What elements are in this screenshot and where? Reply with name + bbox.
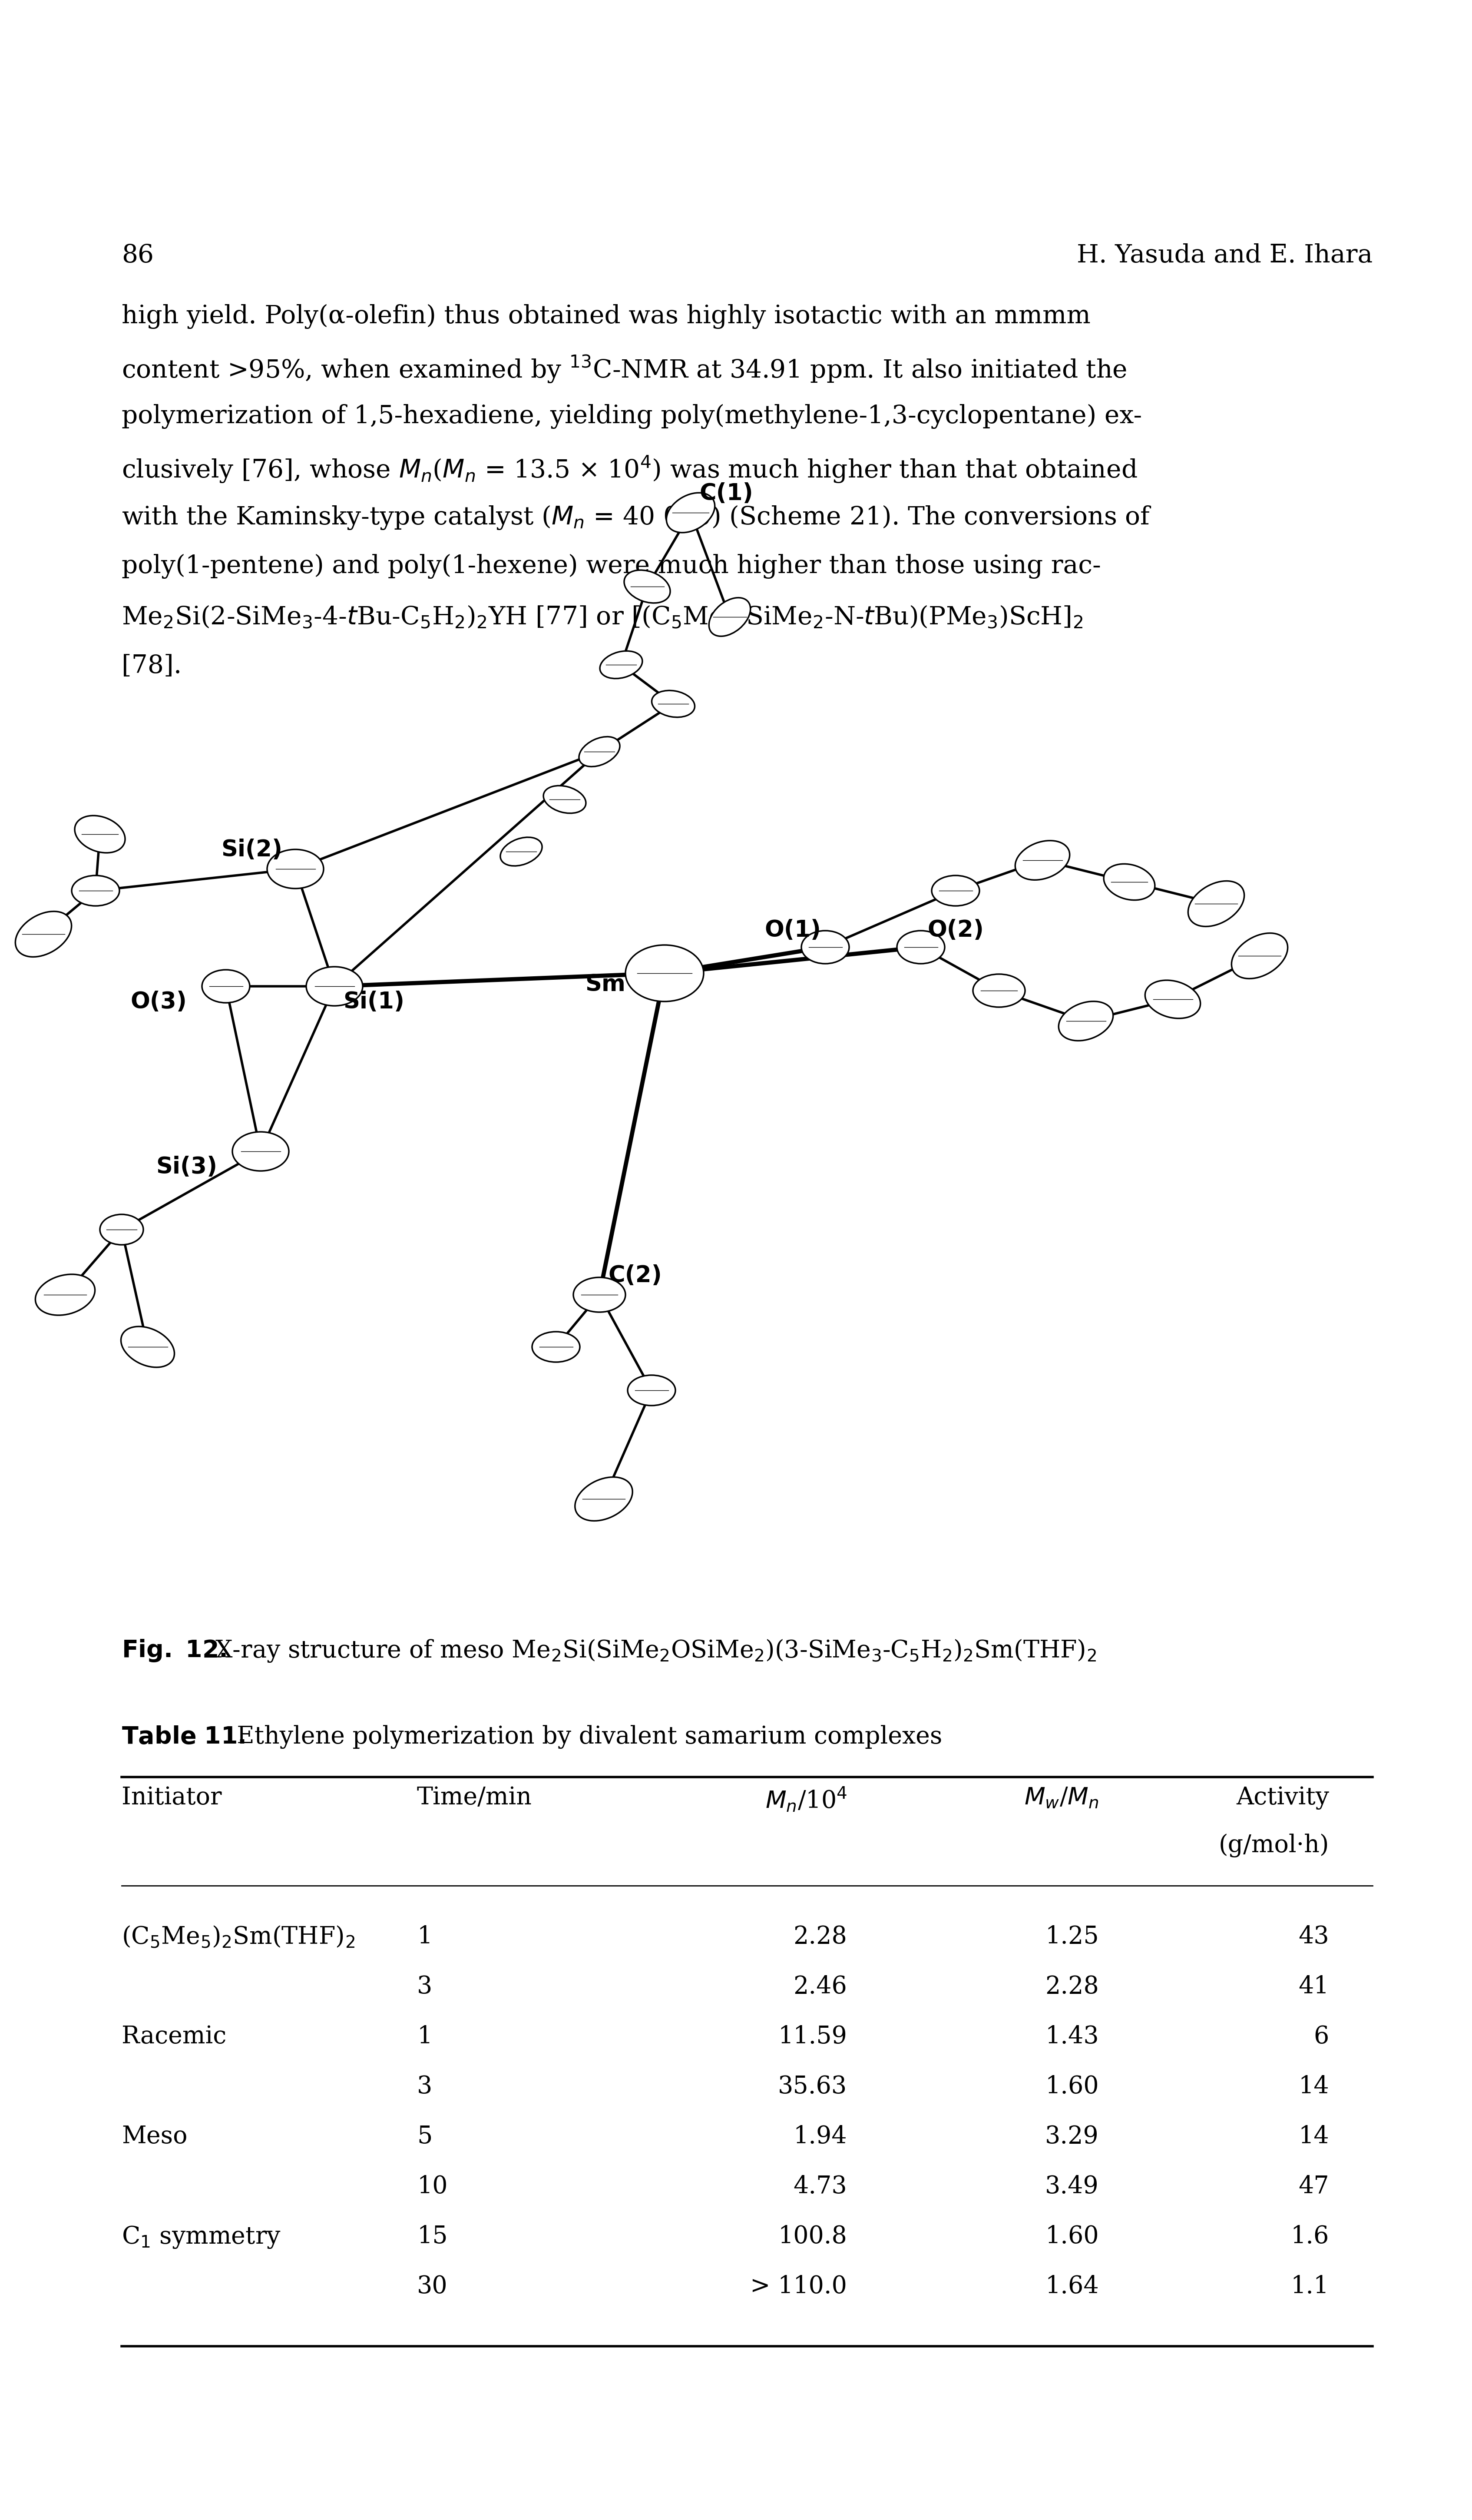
Text: 1.1: 1.1 xyxy=(1291,2276,1329,2298)
Ellipse shape xyxy=(75,816,125,852)
Ellipse shape xyxy=(72,874,119,905)
Ellipse shape xyxy=(35,1275,96,1315)
Text: 35.63: 35.63 xyxy=(777,2074,846,2099)
Ellipse shape xyxy=(573,1278,626,1313)
Ellipse shape xyxy=(624,570,670,602)
Text: high yield. Poly(α-olefin) thus obtained was highly isotactic with an mmmm: high yield. Poly(α-olefin) thus obtained… xyxy=(122,305,1091,330)
Ellipse shape xyxy=(15,912,72,958)
Ellipse shape xyxy=(121,1326,174,1368)
Text: 1.60: 1.60 xyxy=(1045,2225,1100,2248)
Text: Si(2): Si(2) xyxy=(221,839,283,862)
Ellipse shape xyxy=(1058,1000,1113,1041)
Text: 41: 41 xyxy=(1298,1976,1329,1998)
Text: 1.25: 1.25 xyxy=(1045,1925,1100,1948)
Ellipse shape xyxy=(576,1477,633,1522)
Ellipse shape xyxy=(531,1331,580,1363)
Text: 43: 43 xyxy=(1298,1925,1329,1948)
Text: 2.28: 2.28 xyxy=(1045,1976,1100,1998)
Text: 14: 14 xyxy=(1298,2074,1329,2099)
Ellipse shape xyxy=(100,1215,143,1245)
Text: C(1): C(1) xyxy=(699,481,754,504)
Text: 1.60: 1.60 xyxy=(1045,2074,1100,2099)
Text: 2.46: 2.46 xyxy=(793,1976,846,1998)
Text: Meso: Meso xyxy=(122,2124,187,2150)
Text: 3.49: 3.49 xyxy=(1045,2175,1100,2197)
Ellipse shape xyxy=(601,650,642,678)
Text: 1: 1 xyxy=(417,1925,433,1948)
Text: 3: 3 xyxy=(417,1976,433,1998)
Text: 15: 15 xyxy=(417,2225,447,2248)
Ellipse shape xyxy=(652,690,695,718)
Ellipse shape xyxy=(627,1376,676,1406)
Ellipse shape xyxy=(1188,882,1244,927)
Text: 1: 1 xyxy=(417,2024,433,2049)
Text: 5: 5 xyxy=(417,2124,433,2150)
Text: C$_1$ symmetry: C$_1$ symmetry xyxy=(122,2225,281,2250)
Text: (g/mol·h): (g/mol·h) xyxy=(1219,1835,1329,1857)
Text: Activity: Activity xyxy=(1236,1787,1329,1809)
Ellipse shape xyxy=(1232,932,1288,978)
Text: O(2): O(2) xyxy=(927,920,983,942)
Text: Sm: Sm xyxy=(584,973,626,995)
Text: 30: 30 xyxy=(417,2276,447,2298)
Text: 1.6: 1.6 xyxy=(1291,2225,1329,2248)
Text: with the Kaminsky-type catalyst ($M_n$ = 40 000) (Scheme 21). The conversions of: with the Kaminsky-type catalyst ($M_n$ =… xyxy=(122,504,1151,532)
Text: 3: 3 xyxy=(417,2074,433,2099)
Text: 2.28: 2.28 xyxy=(793,1925,846,1948)
Text: 1.94: 1.94 xyxy=(793,2124,846,2150)
Ellipse shape xyxy=(500,837,542,867)
Ellipse shape xyxy=(1016,842,1070,879)
Ellipse shape xyxy=(932,874,979,905)
Text: X-ray structure of meso Me$_2$Si(SiMe$_2$OSiMe$_2$)(3-SiMe$_3$-C$_5$H$_2$)$_2$Sm: X-ray structure of meso Me$_2$Si(SiMe$_2… xyxy=(200,1638,1097,1663)
Ellipse shape xyxy=(896,930,945,963)
Text: 86: 86 xyxy=(122,244,153,267)
Text: $\bf{Fig.\ 12.}$: $\bf{Fig.\ 12.}$ xyxy=(122,1638,227,1663)
Text: Si(3): Si(3) xyxy=(156,1157,218,1179)
Ellipse shape xyxy=(543,786,586,814)
Text: content >95%, when examined by $^{13}$C-NMR at 34.91 ppm. It also initiated the: content >95%, when examined by $^{13}$C-… xyxy=(122,355,1128,386)
Text: 10: 10 xyxy=(417,2175,447,2197)
Ellipse shape xyxy=(710,597,751,635)
Text: 3.29: 3.29 xyxy=(1045,2124,1100,2150)
Text: > 110.0: > 110.0 xyxy=(751,2276,846,2298)
Text: 47: 47 xyxy=(1298,2175,1329,2197)
Text: Initiator: Initiator xyxy=(122,1787,222,1809)
Text: 6: 6 xyxy=(1313,2024,1329,2049)
Ellipse shape xyxy=(266,849,324,890)
Text: $M_n$/10$^4$: $M_n$/10$^4$ xyxy=(765,1787,846,1814)
Ellipse shape xyxy=(801,930,849,963)
Text: O(1): O(1) xyxy=(764,920,821,942)
Ellipse shape xyxy=(578,736,620,766)
Text: Time/min: Time/min xyxy=(417,1787,531,1809)
Ellipse shape xyxy=(626,945,704,1000)
Text: 4.73: 4.73 xyxy=(793,2175,846,2197)
Ellipse shape xyxy=(667,494,715,532)
Text: 14: 14 xyxy=(1298,2124,1329,2150)
Text: Me$_2$Si(2-SiMe$_3$-4-$t$Bu-C$_5$H$_2$)$_2$YH [77] or [(C$_5$Me$_4$)SiMe$_2$-N-$: Me$_2$Si(2-SiMe$_3$-4-$t$Bu-C$_5$H$_2$)$… xyxy=(122,605,1083,630)
Text: 100.8: 100.8 xyxy=(779,2225,846,2248)
Text: $\bf{Table\ 11.}$: $\bf{Table\ 11.}$ xyxy=(122,1724,246,1749)
Text: C(2): C(2) xyxy=(608,1265,662,1288)
Ellipse shape xyxy=(1104,864,1156,900)
Ellipse shape xyxy=(233,1131,289,1172)
Text: Racemic: Racemic xyxy=(122,2024,227,2049)
Ellipse shape xyxy=(973,975,1025,1008)
Text: 1.43: 1.43 xyxy=(1045,2024,1100,2049)
Text: Ethylene polymerization by divalent samarium complexes: Ethylene polymerization by divalent sama… xyxy=(221,1724,942,1749)
Text: $M_w$/$M_n$: $M_w$/$M_n$ xyxy=(1025,1787,1100,1809)
Text: Si(1): Si(1) xyxy=(343,990,405,1013)
Text: [78].: [78]. xyxy=(122,653,181,678)
Text: (C$_5$Me$_5$)$_2$Sm(THF)$_2$: (C$_5$Me$_5$)$_2$Sm(THF)$_2$ xyxy=(122,1925,355,1950)
Ellipse shape xyxy=(202,970,250,1003)
Text: polymerization of 1,5-hexadiene, yielding poly(methylene-1,3-cyclopentane) ex-: polymerization of 1,5-hexadiene, yieldin… xyxy=(122,403,1142,428)
Ellipse shape xyxy=(1145,980,1200,1018)
Text: poly(1-pentene) and poly(1-hexene) were much higher than those using rac-: poly(1-pentene) and poly(1-hexene) were … xyxy=(122,554,1101,580)
Text: 11.59: 11.59 xyxy=(779,2024,846,2049)
Ellipse shape xyxy=(306,968,362,1005)
Text: O(3): O(3) xyxy=(131,990,187,1013)
Text: clusively [76], whose $M_n$($M_n$ = 13.5 × 10$^4$) was much higher than that obt: clusively [76], whose $M_n$($M_n$ = 13.5… xyxy=(122,454,1138,484)
Text: 1.64: 1.64 xyxy=(1045,2276,1100,2298)
Text: H. Yasuda and E. Ihara: H. Yasuda and E. Ihara xyxy=(1076,244,1372,267)
